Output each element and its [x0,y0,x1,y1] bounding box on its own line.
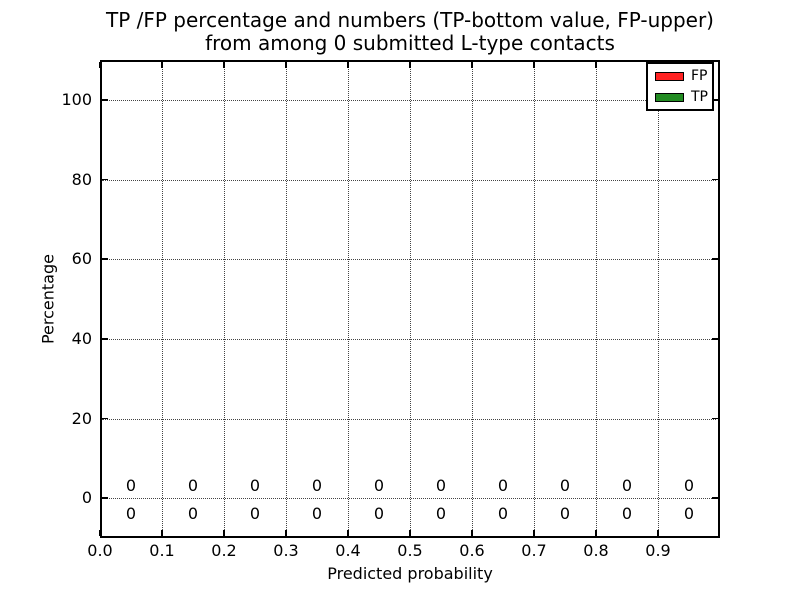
x-tick-label: 0.2 [211,541,237,560]
x-tick-mark-bottom [223,530,225,536]
x-tick-mark-bottom [409,530,411,536]
y-tick-mark-left [102,258,108,260]
x-tick-mark-bottom [657,530,659,536]
gridline-horizontal [102,179,716,181]
bar-value-label-tp: 0 [683,504,695,524]
x-tick-mark-top [409,62,411,68]
y-tick-mark-left [102,338,108,340]
y-tick-mark-left [102,99,108,101]
legend-label: TP [691,89,708,105]
x-tick-mark-top [347,62,349,68]
gridline-vertical [596,62,597,536]
gridline-vertical [348,62,349,536]
x-tick-mark-top [285,62,287,68]
x-tick-mark-bottom [347,530,349,536]
bar-value-label-fp: 0 [249,476,261,496]
x-tick-mark-bottom [285,530,287,536]
x-tick-label: 0.3 [273,541,299,560]
bar-value-label-fp: 0 [683,476,695,496]
x-tick-mark-top [595,62,597,68]
bar-value-label-fp: 0 [497,476,509,496]
chart-title-line2: from among 0 submitted L-type contacts [205,31,615,55]
bar-value-label-tp: 0 [373,504,385,524]
gridline-vertical [224,62,225,536]
x-tick-mark-top [99,62,101,68]
gridline-horizontal [102,99,716,101]
y-tick-mark-left [102,178,108,181]
gridline-horizontal [102,259,716,261]
x-tick-label: 0.4 [335,541,361,560]
bar-value-label-fp: 0 [559,476,571,496]
gridline-vertical [286,62,287,536]
gridline-vertical [534,62,535,536]
x-tick-mark-top [471,62,473,68]
x-tick-label: 0.0 [87,541,113,560]
x-tick-mark-bottom [161,530,163,536]
gridline-vertical [472,62,473,536]
legend-entry-fp: FP [655,68,708,84]
y-tick-mark-right [712,338,718,340]
legend-swatch-tp [655,92,684,102]
x-tick-mark-bottom [533,530,535,536]
bar-value-label-tp: 0 [125,504,137,524]
y-tick-label: 0 [81,488,92,508]
x-tick-mark-bottom [471,530,473,536]
y-tick-mark-right [712,99,718,101]
bar-value-label-fp: 0 [435,476,447,496]
x-tick-mark-top [533,62,535,68]
y-tick-label: 60 [71,249,92,269]
bar-value-label-tp: 0 [249,504,261,524]
gridline-vertical [410,62,411,536]
legend-label: FP [691,68,708,84]
gridline-horizontal [102,498,716,500]
bar-value-label-tp: 0 [435,504,447,524]
bar-value-label-tp: 0 [497,504,509,524]
y-tick-mark-left [102,417,108,420]
y-axis-label: Percentage [38,254,58,345]
x-tick-label: 0.5 [397,541,423,560]
chart-title: TP /FP percentage and numbers (TP-bottom… [100,9,720,55]
chart-title-line1: TP /FP percentage and numbers (TP-bottom… [106,8,714,32]
x-tick-mark-bottom [99,530,101,536]
legend-swatch-fp [655,71,684,81]
legend-entry-tp: TP [655,89,708,105]
plot-area: 0 0 0 0 0 0 0 0 0 0 0 0 0 0 0 0 0 0 0 0 [99,60,720,538]
bar-value-label-fp: 0 [311,476,323,496]
y-tick-mark-right [712,497,718,499]
gridline-vertical [658,62,659,536]
x-tick-label: 0.6 [459,541,485,560]
bar-value-label-tp: 0 [621,504,633,524]
bar-value-label-tp: 0 [187,504,199,524]
y-tick-label: 20 [71,408,92,428]
y-tick-mark-right [712,258,718,260]
bar-value-label-fp: 0 [125,476,137,496]
bar-value-label-fp: 0 [373,476,385,496]
x-tick-label: 0.7 [521,541,547,560]
x-tick-mark-bottom [595,530,597,536]
y-tick-mark-left [102,497,108,499]
x-tick-label: 0.9 [645,541,671,560]
y-tick-label: 40 [71,328,92,348]
x-tick-label: 0.1 [149,541,175,560]
gridline-horizontal [102,338,716,340]
gridline-vertical [162,62,163,536]
bar-value-label-tp: 0 [311,504,323,524]
x-tick-mark-top [161,62,163,68]
gridline-horizontal [102,418,716,420]
x-tick-label: 0.8 [583,541,609,560]
y-tick-mark-right [712,178,718,181]
bar-value-label-fp: 0 [187,476,199,496]
bar-value-label-fp: 0 [621,476,633,496]
bar-value-label-tp: 0 [559,504,571,524]
y-tick-label: 100 [61,89,92,109]
x-axis-label: Predicted probability [327,564,493,583]
y-tick-label: 80 [71,169,92,189]
legend: FP TP [646,62,714,111]
x-tick-mark-top [223,62,225,68]
y-tick-mark-right [712,417,718,420]
